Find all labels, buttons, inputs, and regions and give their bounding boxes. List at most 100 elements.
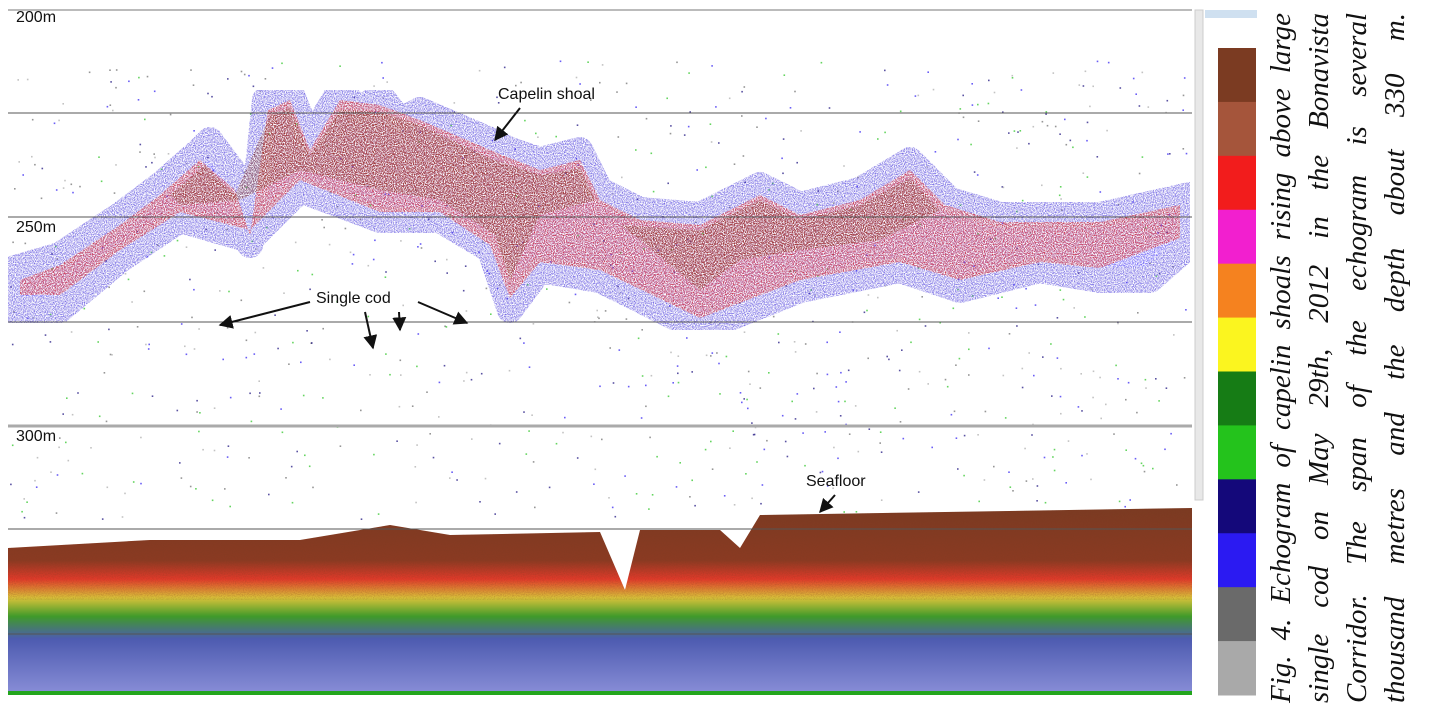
caption-line: Fig. 4. Echogram of capelin shoals risin…: [1262, 13, 1300, 703]
speckle: [524, 120, 526, 122]
speckle: [133, 481, 135, 483]
speckle: [14, 188, 16, 190]
scrollbar: [1195, 10, 1203, 500]
color-swatch: [1218, 641, 1256, 695]
speckle: [177, 240, 179, 242]
speckle: [988, 348, 990, 350]
speckle: [1021, 89, 1023, 91]
speckle: [272, 67, 274, 69]
speckle: [968, 374, 970, 376]
speckle: [1016, 147, 1018, 149]
speckle: [899, 370, 901, 372]
speckle: [1115, 365, 1117, 367]
speckle: [1108, 62, 1110, 64]
speckle: [628, 386, 630, 388]
speckle: [181, 323, 183, 325]
speckle: [716, 352, 718, 354]
speckle: [626, 83, 628, 85]
speckle: [768, 372, 770, 374]
speckle: [612, 507, 614, 509]
speckle: [1012, 490, 1014, 492]
speckle: [18, 161, 20, 163]
speckle: [533, 323, 535, 325]
speckle: [1085, 71, 1087, 73]
speckle: [1060, 186, 1062, 188]
speckle: [509, 370, 511, 372]
speckle: [12, 445, 14, 447]
speckle: [978, 501, 980, 503]
speckle: [79, 186, 81, 188]
speckle: [82, 473, 84, 475]
speckle: [381, 62, 383, 64]
speckle: [400, 360, 402, 362]
speckle: [756, 126, 758, 128]
speckle: [77, 392, 79, 394]
color-swatch: [1218, 102, 1256, 156]
page: 200m 250m 300m Capelin shoal Single cod …: [0, 0, 1429, 711]
speckle: [785, 441, 787, 443]
speckle: [214, 450, 216, 452]
speckle: [207, 93, 209, 95]
speckle: [933, 89, 935, 91]
speckle: [1086, 140, 1088, 142]
speckle: [719, 393, 721, 395]
speckle: [1014, 130, 1016, 132]
speckle: [953, 308, 955, 310]
speckle: [246, 340, 248, 342]
speckle: [778, 333, 780, 335]
speckle: [988, 103, 990, 105]
speckle: [12, 344, 14, 346]
speckle: [311, 342, 313, 344]
speckle: [382, 77, 384, 79]
speckle: [72, 414, 74, 416]
speckle: [248, 457, 250, 459]
speckle: [877, 297, 879, 299]
speckle: [148, 348, 150, 350]
speckle: [881, 499, 883, 501]
speckle: [694, 505, 696, 507]
speckle: [901, 349, 903, 351]
speckle: [304, 455, 306, 457]
speckle: [42, 168, 44, 170]
speckle: [111, 354, 113, 356]
speckle: [128, 81, 130, 83]
speckle: [353, 254, 355, 256]
speckle: [919, 371, 921, 373]
speckle: [746, 399, 748, 401]
speckle: [1036, 500, 1038, 502]
speckle: [25, 243, 27, 245]
speckle: [598, 318, 600, 320]
speckle: [624, 475, 626, 477]
speckle: [740, 392, 742, 394]
speckle: [154, 91, 156, 93]
speckle: [1137, 312, 1139, 314]
speckle: [1078, 406, 1080, 408]
speckle: [198, 328, 200, 330]
speckle: [605, 310, 607, 312]
speckle: [1113, 433, 1115, 435]
speckle: [230, 397, 232, 399]
speckle: [800, 130, 802, 132]
speckle: [838, 401, 840, 403]
speckle: [963, 117, 965, 119]
speckle: [62, 103, 64, 105]
speckle: [463, 290, 465, 292]
speckle: [537, 136, 539, 138]
speckle: [1024, 448, 1026, 450]
speckle: [866, 310, 868, 312]
speckle: [295, 242, 297, 244]
speckle: [329, 244, 331, 246]
speckle: [868, 294, 870, 296]
speckle: [1152, 468, 1154, 470]
speckle: [1051, 395, 1053, 397]
speckle: [297, 270, 299, 272]
speckle: [214, 407, 216, 409]
speckle: [783, 138, 785, 140]
speckle: [131, 301, 133, 303]
speckle: [528, 430, 530, 432]
speckle: [790, 107, 792, 109]
speckle: [564, 417, 566, 419]
speckle: [193, 130, 195, 132]
color-swatch: [1218, 264, 1256, 318]
speckle: [691, 480, 693, 482]
